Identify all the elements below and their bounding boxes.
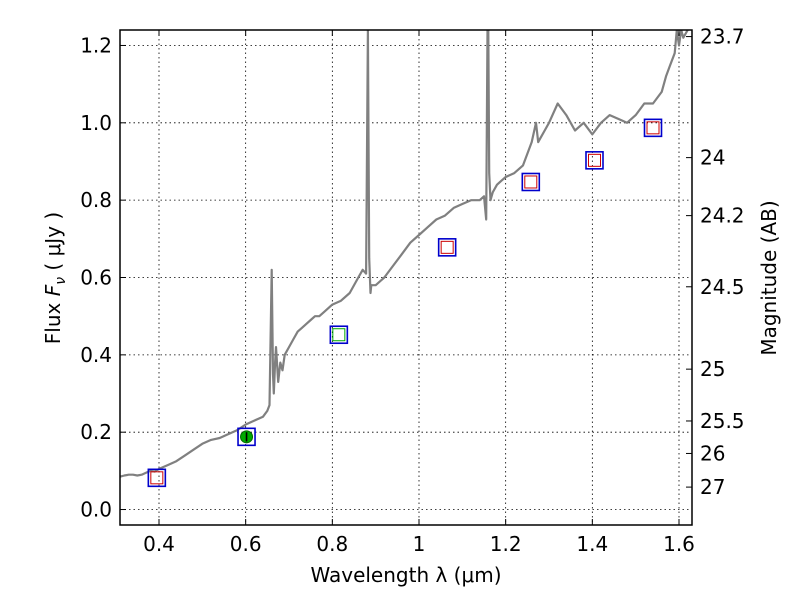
observed-flux-marker — [440, 240, 454, 254]
model-flux-marker — [585, 151, 604, 170]
y-tick-label: 1.2 — [80, 33, 112, 57]
observed-flux-marker — [646, 121, 660, 135]
model-flux-marker — [329, 325, 349, 345]
y2-tick-label: 25 — [700, 357, 725, 381]
observed-flux-marker — [150, 471, 164, 485]
grid-layer — [120, 30, 692, 525]
model-flux-marker — [147, 468, 167, 488]
y-axis-title-symbol: F — [41, 284, 65, 296]
marker-layer — [147, 118, 663, 488]
x-tick-label: 1.4 — [576, 532, 608, 556]
y2-tick-label: 27 — [700, 475, 725, 499]
y-axis-title-prefix: Flux — [41, 296, 65, 344]
model-flux-marker — [437, 238, 457, 257]
y-tick-label: 0.4 — [80, 343, 112, 367]
observed-flux-marker — [332, 328, 346, 342]
x-tick-label: 1.6 — [663, 532, 695, 556]
y-tick-label: 0.0 — [80, 498, 112, 522]
y-axis-title-suffix: ( μJy ) — [41, 212, 65, 277]
plot-area — [120, 30, 689, 488]
model-flux-marker — [521, 172, 541, 192]
observed-flux-marker — [588, 153, 601, 167]
y-tick-label: 0.6 — [80, 266, 112, 290]
y-axis-title: Flux Fν ( μJy ) — [41, 212, 69, 344]
x-tick-label: 0.8 — [316, 532, 348, 556]
x-tick-label: 0.6 — [230, 532, 262, 556]
y2-tick-label: 25.5 — [700, 409, 745, 433]
y-tick-label: 0.2 — [80, 420, 112, 444]
y-axis-title-sub: ν — [53, 277, 69, 285]
y-tick-label: 0.8 — [80, 188, 112, 212]
tick-layer: 0.4 0.6 0.8 1 1.2 1.4 1.6 0.0 0.2 0.4 0.6 0.8 1.0 1.2… — [80, 25, 744, 556]
y2-tick-label: 24.2 — [700, 204, 745, 228]
y2-tick-label: 23.7 — [700, 25, 745, 49]
y2-tick-label: 24.5 — [700, 275, 745, 299]
y2-axis-title: Magnitude (AB) — [757, 200, 781, 355]
x-tick-label: 1 — [413, 532, 426, 556]
x-tick-label: 0.4 — [143, 532, 175, 556]
x-axis-title: Wavelength λ (μm) — [310, 563, 501, 587]
y-tick-label: 1.0 — [80, 111, 112, 135]
model-flux-marker — [237, 427, 256, 447]
x-tick-label: 1.2 — [490, 532, 522, 556]
y2-tick-label: 24 — [700, 146, 725, 170]
series-layer — [120, 30, 689, 478]
y2-tick-label: 26 — [700, 441, 725, 465]
model-flux-marker — [643, 118, 663, 138]
observed-flux-marker — [524, 175, 538, 189]
spectrum-line — [120, 30, 689, 478]
